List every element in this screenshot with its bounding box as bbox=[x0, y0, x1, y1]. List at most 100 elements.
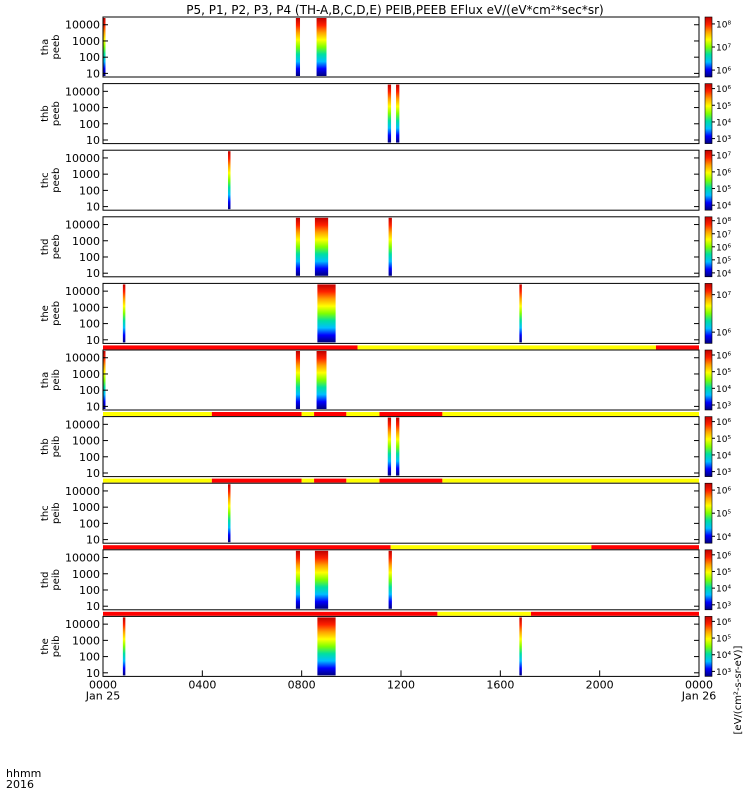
y-tick-label: 100 bbox=[79, 384, 100, 397]
data-burst bbox=[122, 617, 126, 676]
data-burst bbox=[314, 217, 329, 276]
data-burst bbox=[103, 351, 106, 409]
data-burst bbox=[396, 84, 400, 143]
colorbar-tick-label: 10⁴ bbox=[716, 585, 731, 595]
colorbar-tick-label: 10⁴ bbox=[716, 202, 731, 212]
panel-probe-label: thc bbox=[40, 172, 51, 188]
colorbar-tick-label: 10⁶ bbox=[716, 487, 731, 497]
panel-product-label: peeb bbox=[51, 168, 62, 193]
mode-state-bar bbox=[314, 412, 347, 416]
x-tick-label: 0000 bbox=[89, 678, 117, 691]
y-tick-label: 1000 bbox=[72, 301, 100, 314]
colorbar-tick-label: 10⁴ bbox=[716, 385, 731, 395]
panel-frame bbox=[102, 482, 700, 544]
y-tick-label: 1000 bbox=[72, 634, 100, 647]
colorbar-tick-label: 10⁷ bbox=[716, 44, 731, 54]
panel-probe-label: thc bbox=[40, 505, 51, 521]
colorbar-tick-label: 10⁶ bbox=[716, 85, 731, 95]
y-tick-label: 1000 bbox=[72, 368, 100, 381]
colorbar-tick-label: 10⁵ bbox=[716, 568, 731, 578]
colorbar-tick-label: 10³ bbox=[716, 402, 731, 412]
panel-probe-label: thb bbox=[40, 438, 51, 455]
colorbar-tick-label: 10⁴ bbox=[716, 451, 731, 461]
mode-state-bar bbox=[301, 412, 315, 416]
y-tick-label: 10000 bbox=[65, 85, 100, 98]
colorbar-tick-label: 10⁶ bbox=[716, 352, 731, 362]
x-tick-label: 1200 bbox=[387, 678, 415, 691]
colorbar-tick-label: 10⁴ bbox=[716, 118, 731, 128]
y-tick-label: 1000 bbox=[72, 102, 100, 115]
y-tick-label: 10 bbox=[86, 467, 100, 480]
y-tick-label: 100 bbox=[79, 251, 100, 264]
panel-product-label: peib bbox=[51, 502, 62, 524]
colorbar bbox=[704, 83, 713, 144]
y-tick-label: 10 bbox=[86, 201, 100, 214]
panel-frame bbox=[102, 416, 700, 478]
mode-state-bar bbox=[314, 478, 347, 483]
data-burst bbox=[388, 550, 392, 609]
mode-state-bar bbox=[437, 611, 531, 616]
panel-probe-label: thd bbox=[40, 571, 51, 588]
mode-state-bar bbox=[103, 545, 391, 550]
colorbar-tick-label: 10³ bbox=[716, 601, 731, 611]
mode-state-bar bbox=[390, 545, 592, 550]
colorbar-tick-label: 10⁸ bbox=[716, 217, 731, 227]
data-burst bbox=[295, 18, 301, 76]
x-label-hhmm: hhmm bbox=[6, 767, 41, 780]
colorbar-tick-label: 10⁶ bbox=[716, 329, 731, 339]
panel-frame bbox=[102, 615, 700, 677]
data-burst bbox=[316, 18, 327, 76]
colorbar-tick-label: 10⁵ bbox=[716, 102, 731, 112]
colorbar-tick-label: 10³ bbox=[716, 135, 731, 145]
colorbar bbox=[704, 349, 713, 411]
data-burst bbox=[227, 151, 231, 210]
mode-state-bar bbox=[530, 611, 699, 616]
x-tick-label: 1600 bbox=[486, 678, 514, 691]
data-burst bbox=[519, 617, 522, 676]
mode-state-bar bbox=[346, 478, 380, 483]
y-tick-label: 10000 bbox=[65, 219, 100, 232]
colorbar bbox=[704, 149, 713, 211]
colorbar-tick-label: 10⁴ bbox=[716, 651, 731, 661]
panel-thc-peeb: 10 100 1000 10000 thc peeb 10⁷ 10⁶ 10⁵ 10⁴ bbox=[40, 149, 731, 214]
colorbar-tick-label: 10⁴ bbox=[716, 533, 731, 543]
mode-state-bar bbox=[103, 345, 358, 350]
data-burst bbox=[295, 351, 301, 409]
panel-probe-label: tha bbox=[40, 39, 51, 55]
y-tick-label: 1000 bbox=[72, 35, 100, 48]
y-tick-label: 10 bbox=[86, 400, 100, 413]
colorbar bbox=[704, 616, 713, 677]
panel-probe-label: thb bbox=[40, 105, 51, 122]
panel-probe-label: thd bbox=[40, 238, 51, 255]
y-tick-label: 100 bbox=[79, 517, 100, 530]
panel-tha-peeb: 10 100 1000 10000 tha peeb 10⁸ 10⁷ 10⁶ bbox=[40, 16, 731, 80]
panel-product-label: peib bbox=[51, 436, 62, 458]
y-tick-label: 10000 bbox=[65, 485, 100, 498]
mode-state-bar bbox=[103, 478, 212, 483]
mode-state-bar bbox=[591, 545, 699, 550]
y-tick-label: 100 bbox=[79, 318, 100, 331]
data-burst bbox=[388, 217, 392, 276]
y-tick-label: 1000 bbox=[72, 435, 100, 448]
mode-state-bar bbox=[379, 412, 443, 416]
y-tick-label: 100 bbox=[79, 451, 100, 464]
y-tick-label: 10 bbox=[86, 267, 100, 280]
y-tick-label: 100 bbox=[79, 584, 100, 597]
y-tick-label: 10000 bbox=[65, 618, 100, 631]
y-tick-label: 100 bbox=[79, 118, 100, 131]
data-burst bbox=[387, 84, 392, 143]
panel-frame bbox=[102, 83, 700, 145]
panel-product-label: peib bbox=[51, 569, 62, 591]
figure-title: P5, P1, P2, P3, P4 (TH-A,B,C,D,E) PEIB,P… bbox=[186, 3, 603, 17]
panel-product-label: peib bbox=[51, 636, 62, 658]
colorbar-tick-label: 10³ bbox=[716, 468, 731, 478]
panel-product-label: peeb bbox=[51, 101, 62, 126]
panel-frame bbox=[102, 149, 700, 211]
panel-product-label: peib bbox=[51, 369, 62, 391]
x-date-label: Jan 26 bbox=[681, 689, 716, 702]
colorbar-tick-label: 10⁷ bbox=[716, 152, 731, 162]
data-burst bbox=[387, 417, 392, 476]
panel-probe-label: the bbox=[40, 638, 51, 654]
mode-state-bar bbox=[357, 345, 656, 350]
